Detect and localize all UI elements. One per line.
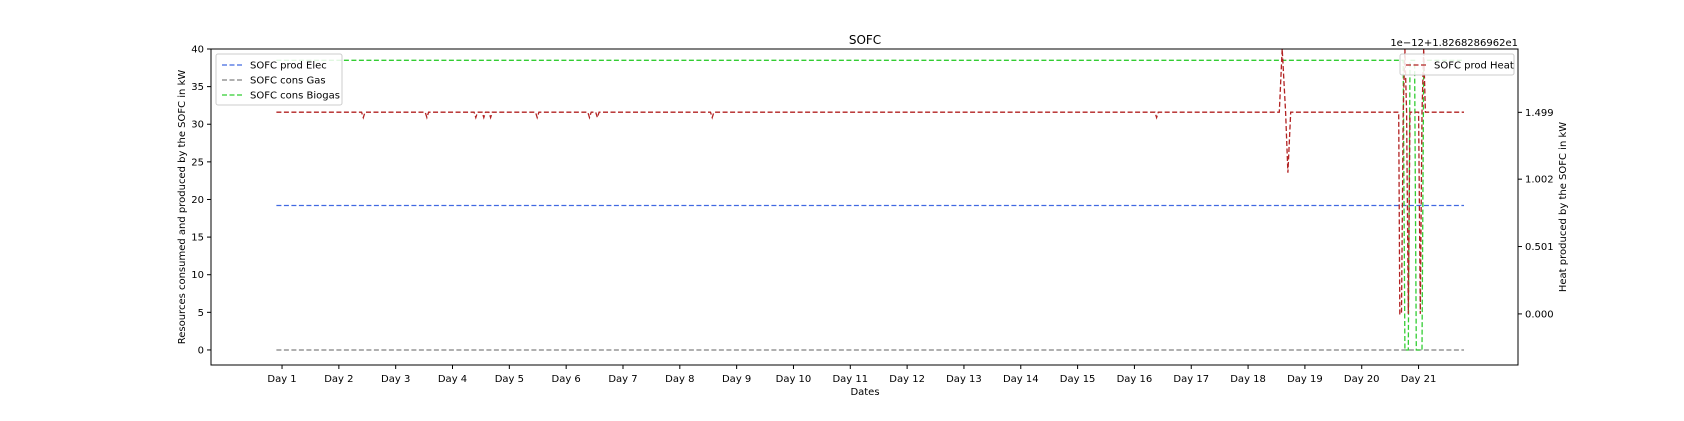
y-left-tick-label: 30 (191, 120, 204, 131)
y-axis-right-label: Heat produced by the SOFC in kW (1558, 122, 1569, 292)
y-left-tick-label: 25 (191, 157, 204, 168)
x-tick-label: Day 4 (438, 374, 467, 385)
x-tick-label: Day 15 (1060, 374, 1096, 385)
x-tick-label: Day 2 (324, 374, 353, 385)
y-left-tick-label: 0 (198, 345, 204, 356)
x-axis-label: Dates (850, 387, 879, 398)
y-right-tick-label: 0.000 (1525, 309, 1554, 320)
x-tick-label: Day 10 (776, 374, 812, 385)
x-tick-label: Day 7 (608, 374, 637, 385)
series-line-3 (276, 48, 1464, 315)
x-tick-label: Day 17 (1173, 374, 1209, 385)
x-tick-label: Day 18 (1230, 374, 1266, 385)
y-axis-left-label: Resources consumed and produced by the S… (177, 70, 188, 345)
right-axis-offset-label: 1e−12+1.8268286962e1 (1390, 38, 1518, 49)
x-tick-label: Day 9 (722, 374, 751, 385)
x-tick-label: Day 1 (267, 374, 296, 385)
x-tick-label: Day 19 (1287, 374, 1323, 385)
plot-area-frame (210, 48, 1519, 366)
legend-left: SOFC prod Elec SOFC cons Gas SOFC cons Bio… (215, 53, 343, 106)
x-tick-label: Day 21 (1401, 374, 1437, 385)
x-tick-label: Day 12 (889, 374, 925, 385)
x-tick-label: Day 13 (946, 374, 982, 385)
legend-right: SOFC prod Heat (1399, 53, 1515, 76)
x-tick-label: Day 8 (665, 374, 694, 385)
x-tick-label: Day 5 (495, 374, 524, 385)
x-tick-label: Day 3 (381, 374, 410, 385)
y-axis-right: 0.000 0.501 1.002 1.499 (1518, 108, 1554, 320)
y-right-tick-label: 0.501 (1525, 242, 1554, 253)
legend-label: SOFC cons Gas (250, 76, 326, 87)
legend-box (1399, 53, 1515, 76)
legend-label: SOFC prod Elec (250, 61, 327, 72)
plot-lines (276, 48, 1464, 351)
chart-title: SOFC (849, 33, 881, 47)
y-axis-left: 0 5 10 15 20 25 30 35 40 (191, 45, 211, 356)
legend-label: SOFC prod Heat (1434, 61, 1514, 72)
legend-label: SOFC cons Biogas (250, 91, 340, 102)
y-right-tick-label: 1.002 (1525, 175, 1554, 186)
y-left-tick-label: 35 (191, 82, 204, 93)
y-right-tick-label: 1.499 (1525, 108, 1554, 119)
x-tick-label: Day 16 (1117, 374, 1153, 385)
legend-box (215, 53, 343, 106)
y-left-tick-label: 15 (191, 233, 204, 244)
y-left-tick-label: 40 (191, 45, 204, 56)
y-left-tick-label: 5 (198, 308, 204, 319)
y-left-tick-label: 20 (191, 195, 204, 206)
x-axis: Day 1 Day 2 Day 3 Day 4 Day 5 Day 6 Day 7 Day 8… (267, 365, 1436, 385)
x-tick-label: Day 14 (1003, 374, 1039, 385)
y-left-tick-label: 10 (191, 270, 204, 281)
x-tick-label: Day 6 (552, 374, 581, 385)
x-tick-label: Day 20 (1344, 374, 1380, 385)
x-tick-label: Day 11 (832, 374, 868, 385)
